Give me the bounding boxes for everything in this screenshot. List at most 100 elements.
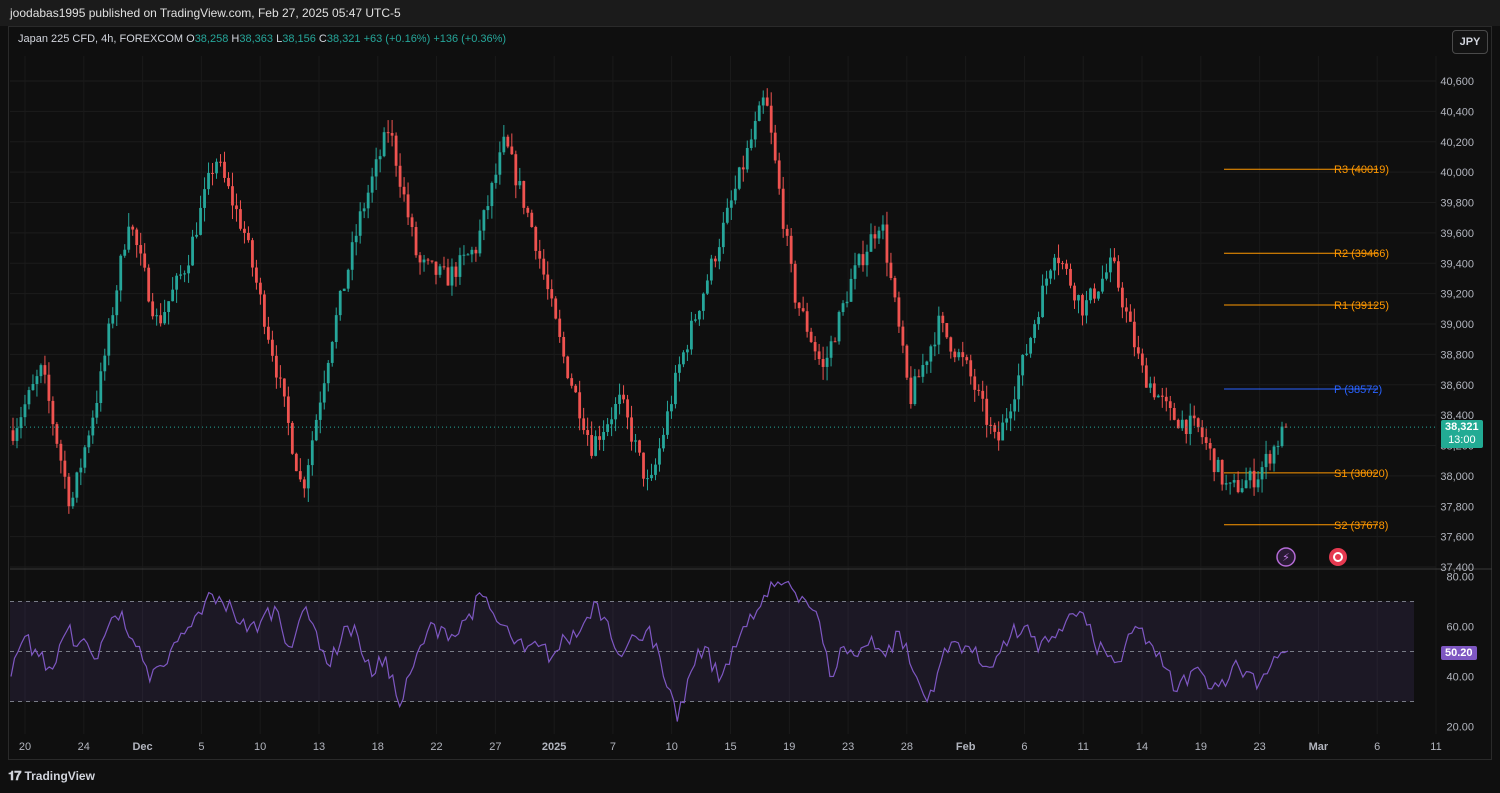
candle-body	[294, 453, 298, 472]
candle-body	[1097, 291, 1100, 299]
pivot-label: R1 (39125)	[1334, 300, 1389, 312]
candle-body	[662, 434, 665, 449]
candle-body	[251, 240, 254, 268]
candle-body	[1049, 270, 1052, 279]
symbol-name: Japan 225 CFD, 4h, FOREXCOM	[18, 33, 184, 45]
candle-body	[370, 176, 374, 193]
pivot-label: R2 (39466)	[1334, 248, 1389, 260]
candle-body	[179, 274, 182, 276]
candle-body	[247, 232, 250, 241]
candle-body	[422, 259, 426, 263]
candle-body	[23, 404, 27, 418]
candle-body	[1045, 278, 1048, 286]
candle-body	[87, 435, 91, 448]
candle-body	[1001, 422, 1005, 441]
candle-body	[630, 417, 633, 442]
candle-body	[51, 400, 55, 425]
y-tick-label: 40,200	[1440, 137, 1474, 149]
candle-body	[199, 207, 202, 235]
candle-body	[1204, 437, 1208, 443]
candle-body	[690, 320, 693, 350]
candle-body	[59, 443, 63, 461]
candle-body	[753, 120, 757, 140]
candle-body	[135, 229, 139, 246]
axes: 40,600 40,400 40,200 40,000 39,800 39,600 39,4…	[10, 76, 1492, 753]
candle-body	[1029, 337, 1033, 354]
candle-body	[95, 402, 99, 418]
y-tick-label: 37,800	[1440, 501, 1474, 513]
candle-body	[346, 269, 350, 289]
candle-body	[366, 192, 370, 209]
candle-body	[618, 394, 621, 405]
candle-body	[1017, 375, 1021, 400]
candle-body	[961, 352, 965, 358]
candle-body	[1276, 446, 1280, 448]
candle-body	[1057, 257, 1060, 264]
candle-body	[322, 383, 326, 403]
candle-body	[123, 249, 127, 256]
x-tick-label: 27	[489, 741, 501, 753]
candle-body	[789, 235, 793, 264]
candle-body	[506, 136, 510, 147]
candle-body	[1224, 483, 1228, 485]
candle-body	[1248, 470, 1252, 481]
candle-body	[1089, 288, 1092, 301]
x-tick-label: 19	[1195, 741, 1207, 753]
candle-body	[1081, 295, 1084, 316]
candle-body	[414, 227, 418, 256]
candle-body	[1061, 263, 1064, 265]
candle-body	[502, 136, 506, 153]
candle-body	[598, 436, 602, 440]
candle-body	[494, 174, 498, 183]
currency-button[interactable]: JPY	[1452, 30, 1488, 54]
candle-body	[286, 396, 290, 423]
rsi-panel	[10, 580, 1414, 722]
candle-body	[1037, 317, 1040, 325]
candle-body	[450, 266, 454, 286]
candle-body	[139, 245, 143, 254]
candle-body	[1077, 295, 1080, 301]
candle-body	[558, 318, 562, 337]
candle-body	[674, 372, 677, 405]
candle-body	[410, 217, 414, 228]
candle-body	[1009, 411, 1013, 419]
candle-body	[282, 378, 286, 397]
candle-body	[430, 260, 434, 262]
candle-body	[969, 360, 973, 377]
x-tick-label: 11	[1078, 741, 1089, 753]
candle-body	[849, 278, 853, 302]
last-price: 38,321	[1445, 421, 1479, 433]
open-label: O	[186, 33, 195, 45]
candle-body	[1109, 257, 1112, 273]
candle-body	[1085, 300, 1088, 316]
candle-body	[394, 135, 398, 166]
candle-body	[913, 376, 917, 405]
candle-body	[777, 160, 781, 189]
candle-body	[761, 97, 765, 106]
y-tick-label: 40,600	[1440, 76, 1474, 88]
candle-body	[47, 374, 51, 401]
candle-body	[921, 365, 925, 377]
x-tick-label: 15	[724, 741, 736, 753]
candle-body	[1240, 488, 1244, 493]
candle-body	[937, 315, 941, 345]
candle-body	[606, 424, 609, 432]
candle-body	[75, 472, 79, 498]
candle-body	[219, 161, 222, 163]
candle-body	[1148, 383, 1152, 388]
candle-body	[1132, 321, 1136, 348]
candle-body	[314, 419, 318, 441]
change-value: +63 (+0.16%)	[363, 33, 431, 45]
candle-body	[578, 392, 582, 419]
footer-brand[interactable]: 𝟏𝟕 TradingView	[8, 764, 95, 788]
candle-body	[845, 301, 849, 304]
candle-body	[1021, 354, 1025, 376]
candle-body	[302, 479, 306, 489]
lightning-icon-glyph: ⚡	[1282, 551, 1290, 564]
candle-body	[398, 165, 402, 187]
x-tick-label: 20	[19, 741, 31, 753]
y-tick-label: 39,400	[1440, 258, 1474, 270]
price-chart[interactable]: R3 (40019) R2 (39466) R1 (39125) P (38572) S…	[8, 26, 1492, 760]
candle-body	[957, 352, 961, 358]
candle-body	[865, 251, 869, 266]
